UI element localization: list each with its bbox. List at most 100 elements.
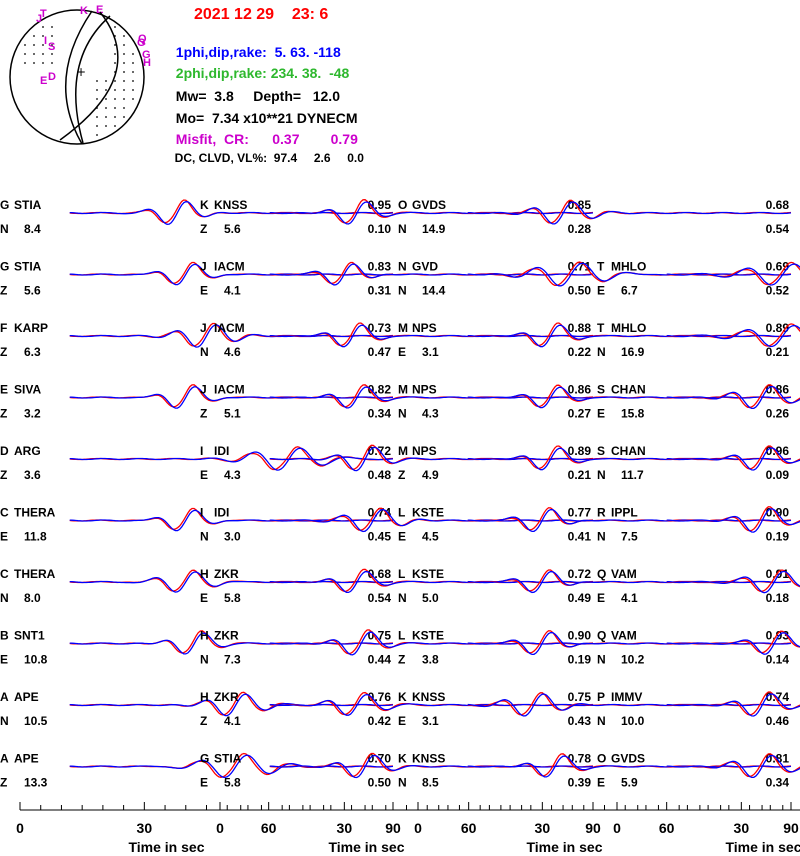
variance-reduction: 0.27 [568, 407, 592, 421]
synthetic-trace [269, 386, 594, 409]
dc-line: DC, CLVD, VL%: 97.4 2.6 0.0 [168, 137, 364, 165]
distance-km: 10.8 [24, 653, 48, 667]
polarity-dot [105, 107, 107, 109]
polarity-dot [42, 26, 44, 28]
depth-value: 12.0 [312, 88, 340, 104]
variance-reduction: 0.50 [568, 284, 592, 298]
station-letter: R [597, 506, 606, 520]
observed-trace [666, 753, 800, 778]
station-letter: D [0, 444, 9, 458]
station-letter: O [597, 752, 606, 766]
distance-km: 14.4 [422, 284, 446, 298]
waveform-panel: M NPS N 4.3 0.86 0.26 [398, 383, 792, 421]
station-name: IACM [214, 383, 245, 397]
cross-correlation: 0.86 [568, 383, 592, 397]
component: E [597, 591, 605, 605]
distance-km: 14.9 [422, 222, 446, 236]
polarity-dot [42, 62, 44, 64]
polarity-dot [51, 53, 53, 55]
moment-line: Mo= 7.34 x10**21 DYNECM [168, 94, 358, 126]
station-name: THERA [14, 506, 56, 520]
distance-km: 3.1 [422, 714, 439, 728]
polarity-dot [123, 89, 125, 91]
polarity-dot [33, 62, 35, 64]
distance-km: 13.3 [24, 776, 48, 790]
distance-km: 10.5 [24, 714, 48, 728]
station-letter: H [200, 629, 209, 643]
component: N [597, 714, 606, 728]
component: E [398, 530, 406, 544]
synthetic-trace [666, 385, 800, 410]
synthetic-trace [467, 755, 792, 778]
waveform-panel: O GVDS N 14.9 0.68 0.54 [398, 198, 792, 236]
waveform-panel: F KARP Z 6.3 0.73 0.47 [0, 321, 394, 359]
distance-km: 8.4 [24, 222, 41, 236]
distance-km: 3.8 [422, 653, 439, 667]
station-letter: K [398, 752, 407, 766]
station-letter: J [200, 260, 207, 274]
nodal-curve-b [75, 15, 111, 144]
distance-km: 11.7 [621, 468, 644, 482]
station-letter: A [0, 690, 9, 704]
station-name: KSTE [412, 567, 444, 581]
x-axis-label: Time in sec [725, 839, 800, 855]
synthetic-trace [69, 693, 394, 717]
station-letter: N [398, 260, 407, 274]
tick-label: 0 [414, 820, 422, 836]
synthetic-trace [69, 386, 394, 409]
polarity-dot [96, 116, 98, 118]
variance-reduction: 0.45 [368, 530, 392, 544]
waveform-panel: J IACM N 4.6 0.88 0.22 [200, 321, 594, 359]
station-name: KSTE [412, 506, 444, 520]
polarity-dot [123, 107, 125, 109]
distance-km: 10.0 [621, 714, 645, 728]
variance-reduction: 0.21 [766, 345, 790, 359]
station-name: IDI [214, 506, 229, 520]
station-letter: O [398, 198, 407, 212]
synthetic-trace [666, 263, 800, 286]
synthetic-trace [467, 570, 792, 594]
variance-reduction: 0.50 [368, 776, 392, 790]
component: Z [200, 407, 207, 421]
x-axis-label: Time in sec [526, 839, 602, 855]
tick-label: 60 [261, 820, 277, 836]
component: E [200, 468, 208, 482]
distance-km: 10.2 [621, 653, 645, 667]
distance-km: 6.3 [24, 345, 41, 359]
polarity-dot [24, 44, 26, 46]
station-letter: P [597, 690, 605, 704]
distance-km: 16.9 [621, 345, 645, 359]
variance-reduction: 0.41 [568, 530, 592, 544]
distance-km: 4.1 [224, 284, 241, 298]
component: Z [398, 468, 405, 482]
station-letter: C [0, 506, 9, 520]
misfit-label: Misfit, CR: [175, 131, 249, 147]
polarity-dot [114, 44, 116, 46]
synthetic-trace [269, 263, 594, 286]
waveform-panel: A APE N 10.5 0.76 0.42 [0, 690, 394, 728]
polarity-dot [33, 44, 35, 46]
polarity-dot [114, 62, 116, 64]
station-letter: C [0, 567, 9, 581]
station-name: IMMV [611, 690, 642, 704]
synthetic-trace [69, 509, 394, 532]
variance-reduction: 0.14 [766, 653, 790, 667]
distance-km: 3.6 [24, 468, 41, 482]
station-name: SIVA [14, 383, 41, 397]
synthetic-trace [666, 754, 800, 779]
distance-km: 3.0 [224, 530, 241, 544]
polarity-dot [132, 80, 134, 82]
component: N [0, 714, 9, 728]
beachball-station-letter: H [143, 57, 151, 69]
variance-reduction: 0.22 [568, 345, 592, 359]
cross-correlation: 0.89 [568, 444, 592, 458]
polarity-dot [24, 53, 26, 55]
